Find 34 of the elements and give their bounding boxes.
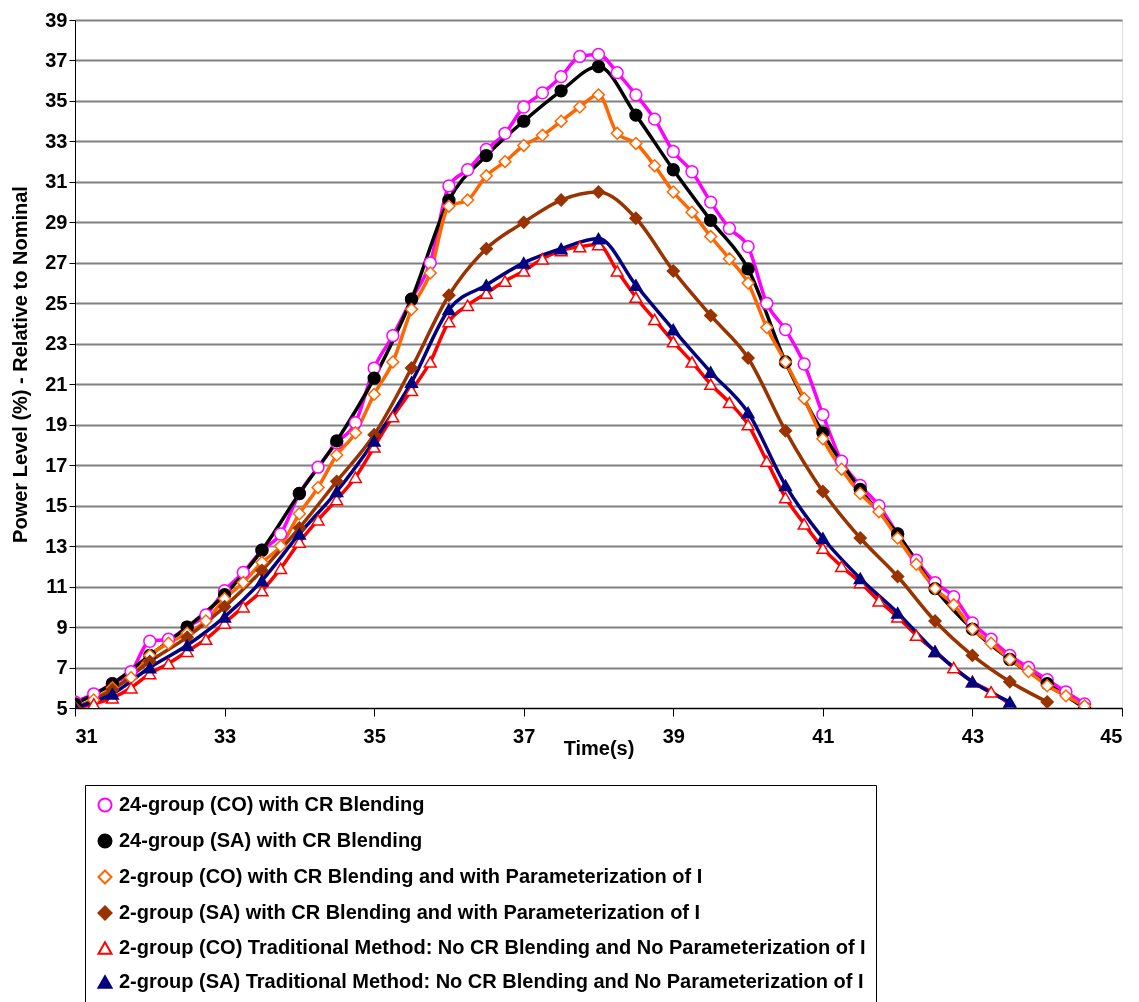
y-tick-label: 31 xyxy=(45,170,68,193)
y-tick-label: 29 xyxy=(45,210,68,233)
y-tick-label: 39 xyxy=(45,8,68,31)
y-tick-label: 5 xyxy=(56,696,68,719)
legend-label: 2-group (SA) with CR Blending and with Parameterization of I xyxy=(119,901,701,923)
x-tick-label: 31 xyxy=(75,724,98,747)
legend-label: 24-group (CO) with CR Blending xyxy=(119,793,425,815)
legend-label: 2-group (CO) with CR Blending and with Parameterization of I xyxy=(119,865,703,887)
y-tick-label: 9 xyxy=(56,615,68,638)
legend-label: 2-group (CO) Traditional Method: No CR Blending and No Parameterization of I xyxy=(119,936,866,958)
y-axis-title: Power Level (%) - Relative to Nominal xyxy=(9,186,32,543)
y-tick-label: 7 xyxy=(56,656,68,679)
y-tick-label: 17 xyxy=(45,453,68,476)
x-axis-title: Time(s) xyxy=(563,736,635,759)
x-tick-label: 33 xyxy=(213,724,237,747)
x-tick-label: 37 xyxy=(513,724,536,747)
y-tick-label: 19 xyxy=(45,413,68,436)
y-tick-label: 15 xyxy=(45,494,68,517)
x-tick-label: 35 xyxy=(363,724,386,747)
y-tick-label: 23 xyxy=(45,332,68,355)
legend-label: 24-group (SA) with CR Blending xyxy=(119,829,423,851)
y-tick-label: 25 xyxy=(45,291,68,314)
y-tick-label: 35 xyxy=(45,89,68,112)
y-tick-label: 27 xyxy=(45,251,68,274)
y-tick-label: 21 xyxy=(45,372,68,395)
legend-label: 2-group (SA) Traditional Method: No CR Blending and No Parameterization of I xyxy=(119,970,864,992)
y-tick-label: 11 xyxy=(46,575,68,598)
x-tick-label: 43 xyxy=(961,724,985,747)
y-tick-label: 13 xyxy=(45,534,68,557)
y-tick-label: 33 xyxy=(45,129,68,152)
y-tick-label: 37 xyxy=(45,48,68,71)
x-tick-label: 41 xyxy=(812,724,835,747)
x-tick-label: 39 xyxy=(662,724,685,747)
x-tick-label: 45 xyxy=(1100,724,1123,747)
